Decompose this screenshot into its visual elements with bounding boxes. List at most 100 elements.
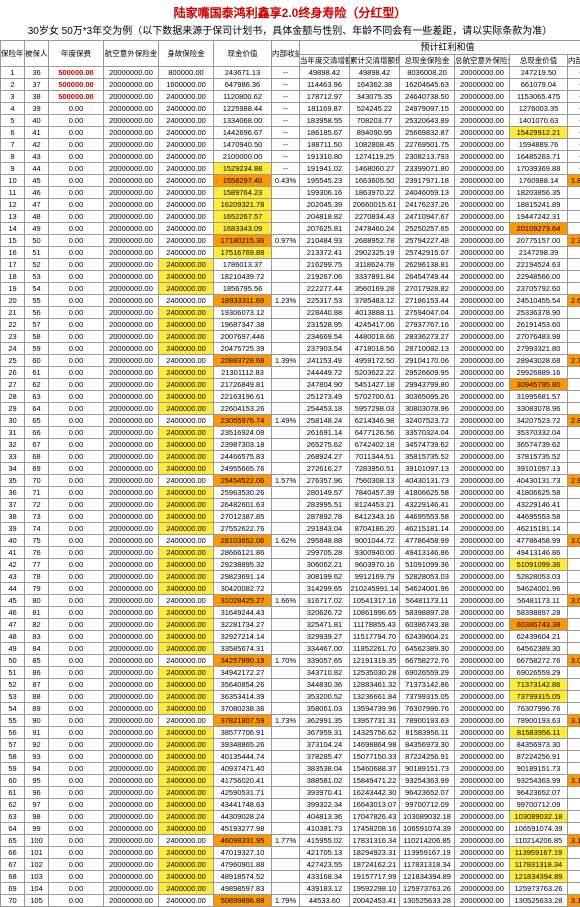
cell: -- [272, 162, 300, 174]
cell [272, 858, 300, 870]
cell: 28 [1, 390, 25, 402]
table-row: 58930.0020000000.002400000.0040135444.74… [1, 750, 580, 762]
cell: 30365095.26 [400, 390, 455, 402]
cell: 17039369.88 [510, 162, 568, 174]
cell [272, 846, 300, 858]
cell: 53 [1, 690, 25, 702]
cell: 101 [25, 846, 49, 858]
cell: 2400000.00 [159, 426, 214, 438]
cell: 20000000.00 [104, 738, 159, 750]
cell: 20000000.00 [104, 222, 159, 234]
cell: 20000000.00 [104, 534, 159, 546]
cell: 44695553.58 [510, 510, 568, 522]
cell: 2400000.00 [159, 798, 214, 810]
cell: 0.00 [49, 162, 104, 174]
cell: 20000000.00 [455, 438, 510, 450]
cell [272, 870, 300, 882]
cell: 100 [25, 834, 49, 846]
cell [272, 522, 300, 534]
cell: 105 [25, 894, 49, 906]
cell: 20000000.00 [104, 546, 159, 558]
cell: 0.00 [49, 666, 104, 678]
cell: 106591074.39 [400, 822, 455, 834]
cell: 500000.00 [49, 78, 104, 90]
cell: 62439604.21 [400, 630, 455, 642]
table-row: 338500000.0020000000.002400000.001120800… [1, 90, 580, 102]
cell: 0.00 [49, 618, 104, 630]
cell: -- [568, 78, 580, 90]
cell: 2270834.43 [350, 210, 400, 222]
cell: 358061.03 [300, 702, 350, 714]
cell: 2400000.00 [159, 630, 214, 642]
cell: 0.00 [49, 102, 104, 114]
cell [272, 582, 300, 594]
table-row: 25600.0020000000.002400000.0020883728.68… [1, 354, 580, 366]
cell: 46215181.14 [400, 522, 455, 534]
cell: 102 [25, 858, 49, 870]
cell: 20000000.00 [104, 882, 159, 894]
cell: 69026559.29 [400, 666, 455, 678]
cell: 2400000.00 [159, 774, 214, 786]
cell: 20000000.00 [455, 270, 510, 282]
cell: 178712.97 [300, 90, 350, 102]
cell: 20000000.00 [455, 222, 510, 234]
cell: 15077150.33 [350, 750, 400, 762]
cell: 0.00 [49, 282, 104, 294]
cell [272, 486, 300, 498]
cell: 26296138.81 [400, 258, 455, 270]
cell [272, 726, 300, 738]
cell: 0.00 [49, 402, 104, 414]
cell: 20000000.00 [455, 534, 510, 546]
cell [568, 630, 580, 642]
cell [272, 318, 300, 330]
cell [272, 330, 300, 342]
cell: 2400000.00 [159, 894, 214, 906]
table-row: 44790.0020000000.002400000.0030420082.72… [1, 582, 580, 594]
cell: 334467.00 [300, 642, 350, 654]
cell: 2400000.00 [159, 678, 214, 690]
cell: 49413146.86 [510, 546, 568, 558]
cell: 291843.04 [300, 522, 350, 534]
cell: 54 [25, 282, 49, 294]
cell: 0.00 [49, 534, 104, 546]
cell: 383538.04 [300, 762, 350, 774]
cell: 39348865.26 [214, 738, 272, 750]
cell: 18933311.69 [214, 294, 272, 306]
table-row: 15500.0020000000.002400000.0017180215.36… [1, 234, 580, 246]
cell: 1.62% [272, 534, 300, 546]
table-row: 49840.0020000000.002400000.0033585674.31… [1, 642, 580, 654]
cell: 210484.93 [300, 234, 350, 246]
cell: 49898597.83 [214, 882, 272, 894]
cell: 17516769.88 [214, 246, 272, 258]
cell: 2400000.00 [159, 198, 214, 210]
cell: 1153065.475 [510, 90, 568, 102]
cell: 661079.04 [510, 78, 568, 90]
cell: 1.23% [272, 294, 300, 306]
cell: 1225988.44 [214, 102, 272, 114]
cell: 38 [25, 90, 49, 102]
cell: 0.00 [49, 174, 104, 186]
cell: -- [568, 126, 580, 138]
cell: 33 [1, 450, 25, 462]
cell: 47019327.10 [214, 846, 272, 858]
cell: 287892.78 [300, 510, 350, 522]
cell: 49413146.86 [400, 546, 455, 558]
cell: 71373142.86 [400, 678, 455, 690]
cell: 93254363.99 [400, 774, 455, 786]
cell: 20000000.00 [455, 750, 510, 762]
cell: 415955.02 [300, 834, 350, 846]
table-body: 136500000.0020000000.00800000.00243671.1… [1, 66, 580, 906]
cell: 14325756.62 [350, 726, 400, 738]
cell: 67 [25, 438, 49, 450]
cell: 2400000.00 [159, 186, 214, 198]
cell: 20000000.00 [104, 570, 159, 582]
cell: 0.00 [49, 810, 104, 822]
cell: 12535030.28 [350, 666, 400, 678]
cell: 20000000.00 [455, 294, 510, 306]
cell [272, 678, 300, 690]
cell: 2400000.00 [159, 438, 214, 450]
cell: 7283950.51 [350, 462, 400, 474]
cell: 20000000.00 [455, 66, 510, 78]
cell: 20000000.00 [104, 270, 159, 282]
cell: 36 [25, 66, 49, 78]
